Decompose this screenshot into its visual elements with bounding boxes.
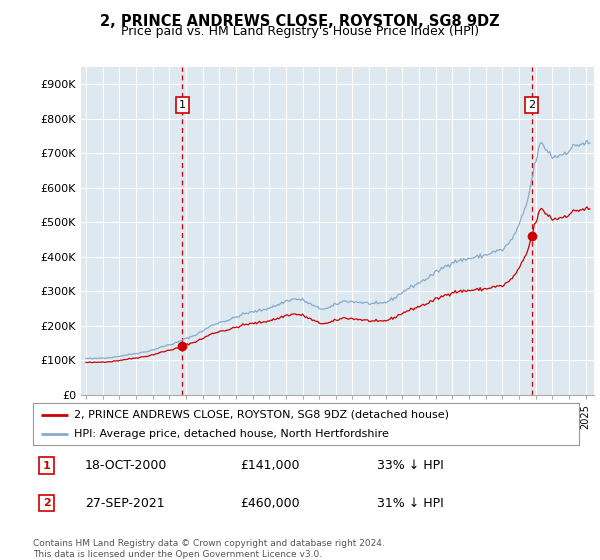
Text: £460,000: £460,000 — [241, 497, 300, 510]
Text: HPI: Average price, detached house, North Hertfordshire: HPI: Average price, detached house, Nort… — [74, 429, 389, 439]
Text: 2: 2 — [528, 100, 535, 110]
Text: £141,000: £141,000 — [241, 459, 300, 472]
Text: 1: 1 — [179, 100, 186, 110]
Text: 2, PRINCE ANDREWS CLOSE, ROYSTON, SG8 9DZ: 2, PRINCE ANDREWS CLOSE, ROYSTON, SG8 9D… — [100, 14, 500, 29]
Text: 31% ↓ HPI: 31% ↓ HPI — [377, 497, 444, 510]
Text: 2, PRINCE ANDREWS CLOSE, ROYSTON, SG8 9DZ (detached house): 2, PRINCE ANDREWS CLOSE, ROYSTON, SG8 9D… — [74, 409, 449, 419]
Text: 2: 2 — [43, 498, 50, 508]
Text: 1: 1 — [43, 461, 50, 470]
Text: 27-SEP-2021: 27-SEP-2021 — [85, 497, 164, 510]
Text: 33% ↓ HPI: 33% ↓ HPI — [377, 459, 444, 472]
Text: 18-OCT-2000: 18-OCT-2000 — [85, 459, 167, 472]
Text: Contains HM Land Registry data © Crown copyright and database right 2024.
This d: Contains HM Land Registry data © Crown c… — [33, 539, 385, 559]
Text: Price paid vs. HM Land Registry's House Price Index (HPI): Price paid vs. HM Land Registry's House … — [121, 25, 479, 38]
